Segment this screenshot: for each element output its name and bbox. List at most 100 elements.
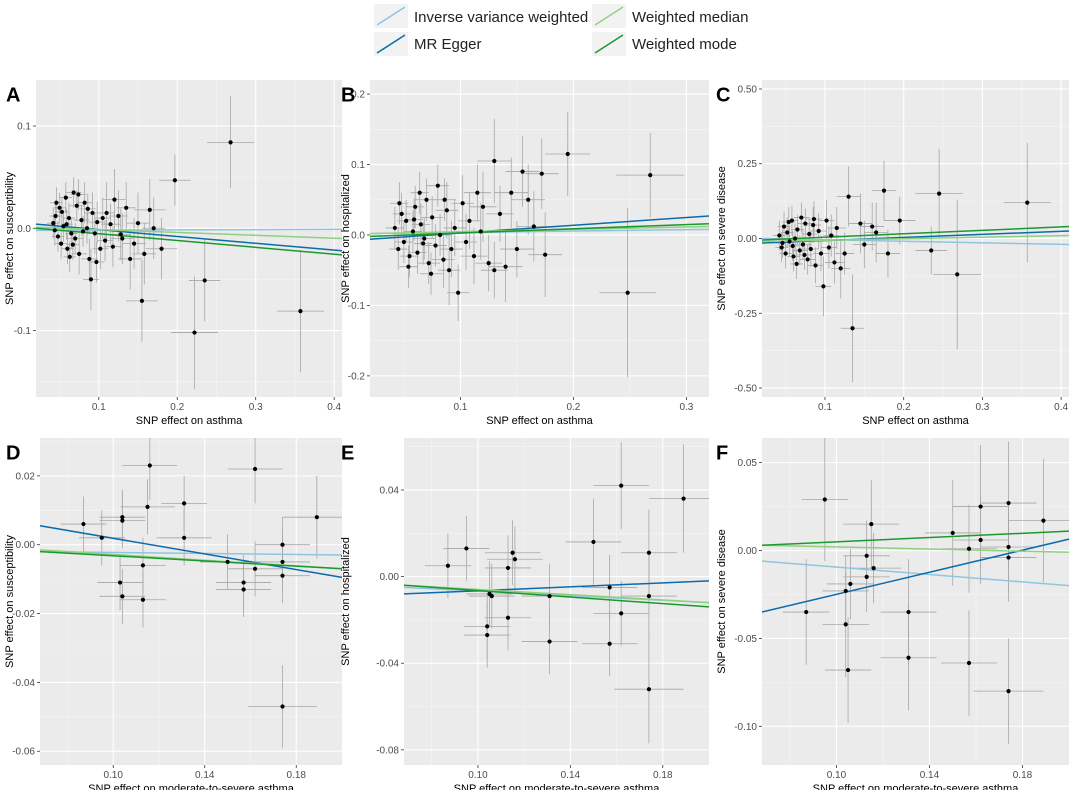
data-point (906, 609, 911, 615)
y-tick-label: -0.50 (734, 384, 757, 395)
data-point (870, 224, 875, 229)
data-point (71, 190, 76, 195)
data-points (777, 188, 1030, 331)
data-point (811, 216, 817, 222)
data-point (76, 192, 81, 197)
data-point (444, 208, 449, 213)
data-point (780, 240, 785, 246)
data-point (881, 188, 887, 193)
x-tick-label: 0.1 (92, 402, 106, 413)
data-point (795, 227, 800, 232)
data-point (834, 225, 839, 231)
y-axis-title: SNP effect on susceptibility (4, 535, 16, 668)
data-point (92, 231, 97, 236)
data-point (816, 228, 821, 234)
data-point (805, 257, 810, 262)
data-point (426, 261, 431, 266)
data-point (116, 213, 121, 219)
data-point (531, 224, 536, 229)
data-point (252, 466, 258, 472)
x-tick-label: 0.18 (1013, 770, 1033, 781)
y-tick-label: 0.50 (738, 84, 758, 95)
data-point (100, 215, 105, 221)
y-tick-label: -0.05 (734, 634, 757, 645)
panel-letter: A (6, 85, 20, 107)
data-point (159, 246, 164, 251)
data-point (829, 233, 834, 238)
legend-label-ivw: Inverse variance weighted (414, 9, 588, 26)
data-point (64, 222, 69, 227)
data-point (59, 209, 64, 215)
data-point (646, 687, 652, 692)
y-axis-title: SNP effect on severe disease (716, 529, 728, 674)
data-point (82, 200, 87, 205)
data-point (864, 574, 869, 579)
y-tick-label: -0.04 (12, 678, 35, 689)
regression-line-weighted-mode (403, 584, 710, 608)
data-point (54, 200, 59, 205)
x-tick-label: 0.14 (561, 770, 581, 781)
data-point (128, 256, 133, 262)
data-point (447, 268, 452, 273)
data-point (797, 248, 802, 253)
data-point (646, 550, 652, 555)
data-point (433, 243, 438, 248)
data-point (66, 215, 72, 221)
data-point (858, 221, 863, 226)
x-axis-title: SNP effect on asthma (486, 415, 593, 427)
data-point (228, 140, 233, 145)
data-point (826, 245, 832, 250)
data-point (777, 233, 782, 238)
x-tick-label: 0.4 (327, 402, 341, 413)
data-point (790, 243, 795, 249)
panels: 0.1 0.2 0.3 0.4 -0.1 0.0 0.1 A SNP effect on ast… (4, 80, 1070, 790)
data-point (172, 178, 177, 183)
data-point (794, 261, 799, 267)
data-point (120, 518, 125, 523)
data-point (966, 546, 972, 551)
y-tick-label: 0.00 (738, 546, 758, 557)
y-tick-label: -0.10 (734, 722, 757, 733)
data-point (848, 581, 853, 587)
data-point (486, 261, 491, 266)
data-point (120, 594, 125, 599)
data-point (102, 238, 108, 243)
data-point (396, 246, 401, 252)
data-point (543, 252, 548, 257)
data-point (298, 309, 303, 314)
data-point (413, 204, 418, 209)
data-point (417, 190, 422, 195)
x-axis-title: SNP effect on moderate-to-severe asthma (88, 783, 295, 790)
regression-line-weighted-median (761, 544, 1070, 554)
data-point (202, 278, 207, 283)
legend-key-weighted-median (594, 6, 624, 26)
y-tick-label: -0.04 (376, 659, 399, 670)
data-point (142, 251, 147, 256)
data-point (492, 158, 497, 164)
data-point (151, 226, 156, 231)
data-point (619, 483, 624, 488)
data-point (401, 239, 406, 245)
data-point (497, 211, 503, 216)
data-point (804, 609, 809, 615)
data-point (485, 624, 490, 629)
data-point (225, 559, 230, 565)
data-point (147, 207, 152, 212)
x-tick-label: 0.14 (195, 770, 215, 781)
data-point (1006, 689, 1011, 694)
data-point (77, 251, 82, 256)
y-tick-label: 0.0 (17, 224, 31, 235)
data-point (1025, 200, 1030, 205)
data-points (81, 463, 319, 709)
data-point (61, 224, 66, 229)
data-point (69, 231, 74, 236)
data-point (1006, 500, 1011, 506)
data-point (783, 251, 788, 256)
data-point (314, 515, 319, 520)
data-point (807, 231, 812, 237)
data-point (135, 221, 141, 226)
data-point (489, 593, 494, 599)
data-point (57, 205, 62, 210)
x-tick-label: 0.10 (468, 770, 488, 781)
legend-label-weighted-median: Weighted median (632, 9, 748, 26)
